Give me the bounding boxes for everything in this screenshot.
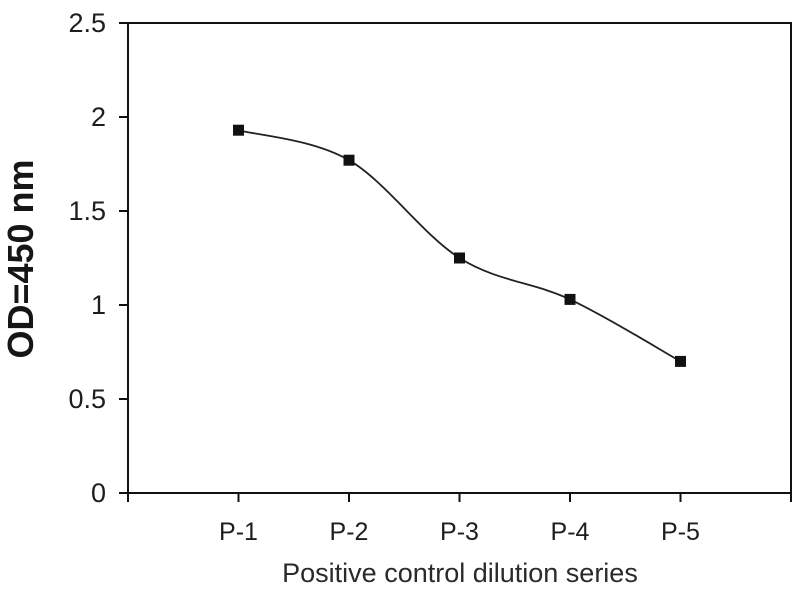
x-tick-label: P-3 bbox=[440, 518, 479, 546]
data-point-P-2 bbox=[343, 154, 355, 166]
data-point-P-3 bbox=[454, 252, 465, 264]
y-tick-label: 2.5 bbox=[68, 8, 106, 38]
data-point-P-1 bbox=[233, 124, 244, 136]
y-tick-label: 0 bbox=[90, 478, 106, 508]
data-point-P-4 bbox=[564, 293, 576, 305]
series-line bbox=[238, 129, 681, 363]
y-tick-label: 0.5 bbox=[68, 384, 106, 414]
x-tick-label: P-1 bbox=[219, 518, 258, 546]
y-tick-label: 1 bbox=[90, 290, 106, 320]
x-tick-label: P-2 bbox=[329, 518, 369, 546]
data-point-P-5 bbox=[675, 355, 686, 367]
y-tick-label: 2 bbox=[90, 102, 106, 132]
x-tick-label: P-5 bbox=[661, 518, 700, 546]
x-tick-label: P-4 bbox=[550, 518, 590, 546]
x-axis-title: Positive control dilution series bbox=[282, 558, 638, 588]
y-tick-label: 1.5 bbox=[68, 196, 106, 226]
